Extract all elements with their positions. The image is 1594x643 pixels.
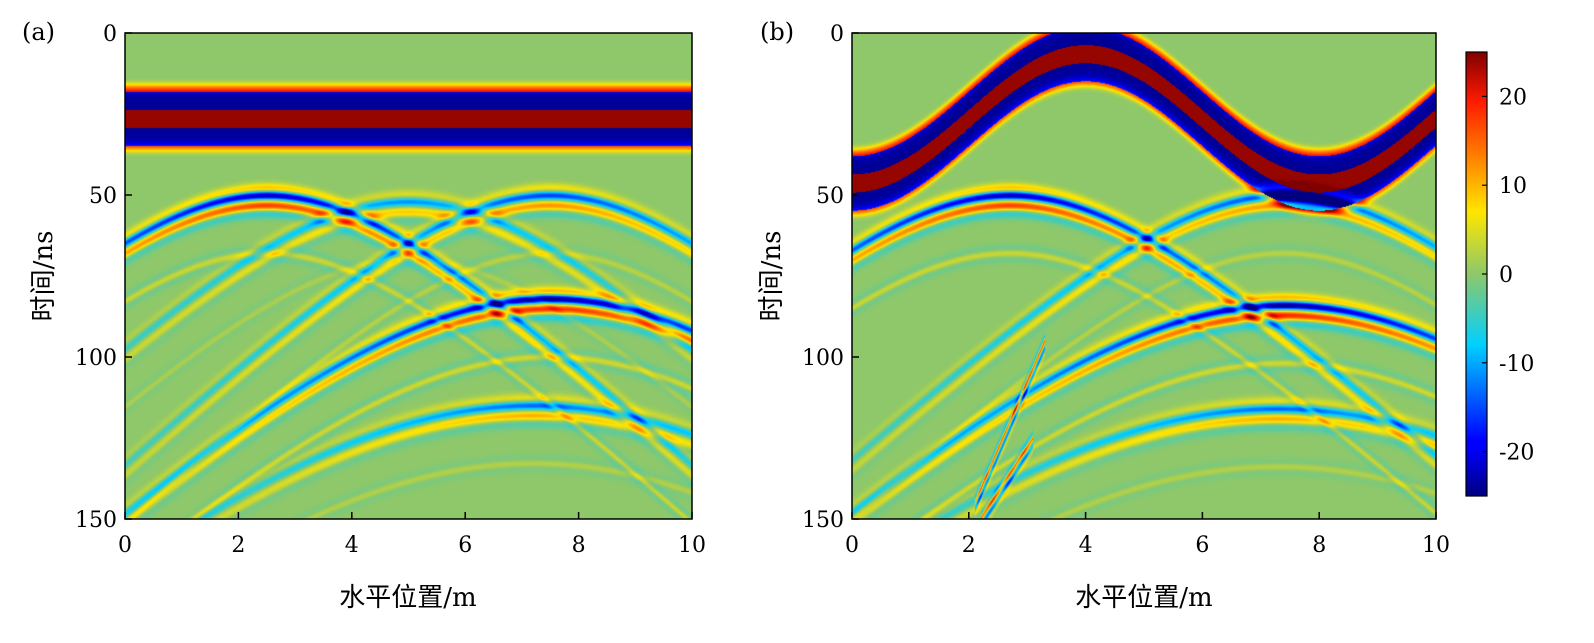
x-tick-label-b: 0 bbox=[845, 533, 859, 558]
y-tick-label-a: 100 bbox=[75, 346, 117, 371]
x-axis-a: 0 2 4 6 8 10 bbox=[118, 512, 706, 558]
colorbar-tick-label: -10 bbox=[1499, 352, 1534, 377]
heatmap-b bbox=[852, 33, 1436, 519]
plot-frame-b bbox=[851, 32, 1437, 520]
colorbar-tick-label: 10 bbox=[1499, 174, 1527, 199]
panel-a: (a) 0 2 4 6 8 10 0 50 100 150 水平位置/m 时间/ns bbox=[22, 18, 706, 613]
y-axis-b: 0 50 100 150 bbox=[802, 22, 859, 533]
y-tick-label-a: 50 bbox=[89, 184, 117, 209]
y-tick-label-a: 150 bbox=[75, 508, 117, 533]
x-tick-label-a: 6 bbox=[458, 533, 472, 558]
y-tick-label-a: 0 bbox=[103, 22, 117, 47]
panel-a-label: (a) bbox=[22, 18, 55, 46]
colorbar-tick-label: 0 bbox=[1499, 263, 1513, 288]
colorbar: 20 10 0 -10 -20 bbox=[1465, 51, 1534, 497]
x-tick-label-a: 2 bbox=[231, 533, 245, 558]
x-tick-label-b: 6 bbox=[1195, 533, 1209, 558]
y-tick-label-b: 0 bbox=[830, 22, 844, 47]
y-tick-label-b: 150 bbox=[802, 508, 844, 533]
x-tick-label-a: 0 bbox=[118, 533, 132, 558]
x-tick-label-b: 4 bbox=[1079, 533, 1093, 558]
x-axis-b: 0 2 4 6 8 10 bbox=[845, 512, 1450, 558]
x-axis-title-b: 水平位置/m bbox=[1075, 583, 1212, 613]
x-tick-label-a: 8 bbox=[572, 533, 586, 558]
x-tick-label-a: 10 bbox=[678, 533, 706, 558]
x-tick-label-a: 4 bbox=[345, 533, 359, 558]
colorbar-ticks: 20 10 0 -10 -20 bbox=[1482, 85, 1534, 466]
x-tick-label-b: 2 bbox=[962, 533, 976, 558]
panel-b-label: (b) bbox=[760, 18, 794, 46]
x-tick-label-b: 10 bbox=[1422, 533, 1450, 558]
colorbar-tick-label: 20 bbox=[1499, 85, 1527, 110]
y-axis-title-a: 时间/ns bbox=[29, 231, 59, 322]
panel-b: (b) 0 2 4 6 8 10 0 50 100 150 水平位置/m 时间/ns bbox=[757, 18, 1450, 613]
x-axis-title-a: 水平位置/m bbox=[339, 583, 476, 613]
y-axis-a: 0 50 100 150 bbox=[75, 22, 132, 533]
x-tick-label-b: 8 bbox=[1312, 533, 1326, 558]
y-tick-label-b: 100 bbox=[802, 346, 844, 371]
heatmap-a bbox=[125, 33, 692, 519]
y-axis-title-b: 时间/ns bbox=[757, 231, 787, 322]
plot-frame-a bbox=[124, 32, 693, 520]
colorbar-tick-label: -20 bbox=[1499, 441, 1534, 466]
y-tick-label-b: 50 bbox=[816, 184, 844, 209]
